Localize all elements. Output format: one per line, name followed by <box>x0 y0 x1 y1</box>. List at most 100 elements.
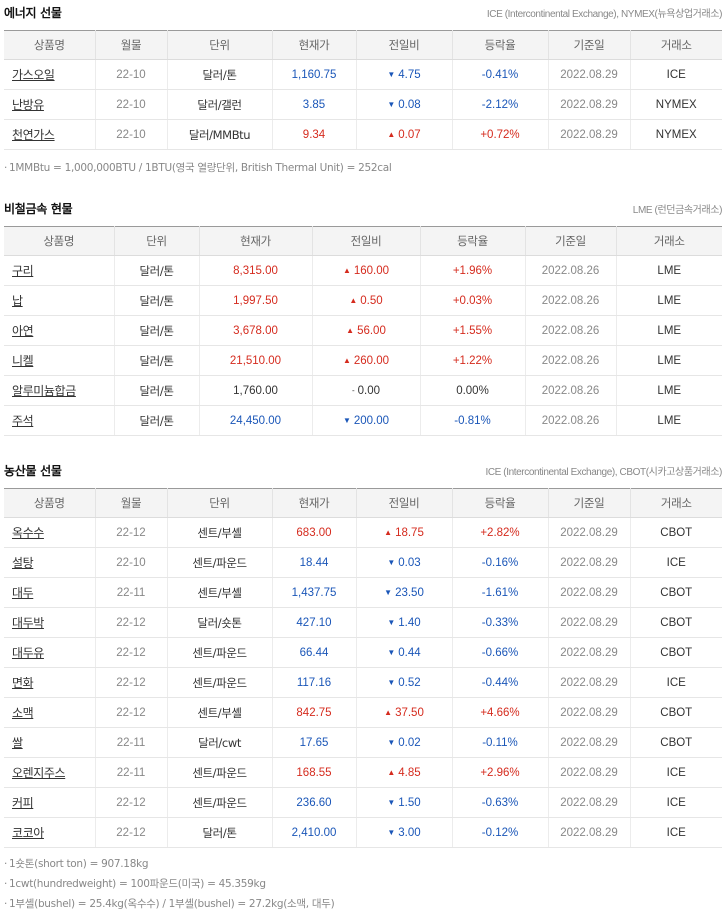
exchange-cell: CBOT <box>629 517 722 548</box>
price-cell: 24,450.00 <box>198 405 312 436</box>
price-cell: 9.34 <box>271 119 356 150</box>
energy-table: 상품명 월물 단위 현재가 전일비 등락율 기준일 거래소 가스오일 22-10 달러/톤 1,16… <box>4 30 722 150</box>
table-row: 대두 22-11 센트/부셸 1,437.75 ▼ 23.50 -1.61% 2022.08.… <box>4 577 722 608</box>
commodity-link[interactable]: 아연 <box>12 324 34 338</box>
month-cell: 22-12 <box>94 787 167 818</box>
rate-cell: +1.96% <box>419 255 525 286</box>
column-header: 현재가 <box>198 226 312 256</box>
month-cell: 22-12 <box>94 697 167 728</box>
energy-title: 에너지 선물 <box>4 6 62 20</box>
table-row: 커피 22-12 센트/파운드 236.60 ▼ 1.50 -0.63% 2022.08.29… <box>4 787 722 818</box>
commodity-link[interactable]: 대두박 <box>12 616 44 630</box>
table-row: 오렌지주스 22-11 센트/파운드 168.55 ▲ 4.85 +2.96% 2022.08… <box>4 757 722 788</box>
price-cell: 1,997.50 <box>198 285 312 316</box>
commodity-cell: 옥수수 <box>4 517 95 548</box>
change-value: 3.00 <box>398 826 421 839</box>
commodity-link[interactable]: 커피 <box>12 796 34 810</box>
commodity-link[interactable]: 코코아 <box>12 826 44 840</box>
unit-cell: 달러/톤 <box>166 59 272 90</box>
triangle-down-icon: ▼ <box>387 677 396 687</box>
change-value: 4.85 <box>398 766 421 779</box>
date-cell: 2022.08.29 <box>547 787 630 818</box>
table-row: 쌀 22-11 달러/cwt 17.65 ▼ 0.02 -0.11% 2022.08.29 CB… <box>4 727 722 758</box>
unit-cell: 달러/톤 <box>113 255 199 286</box>
triangle-up-icon: ▲ <box>384 707 393 717</box>
commodity-link[interactable]: 구리 <box>12 264 34 278</box>
exchange-cell: LME <box>615 345 722 376</box>
unit-cell: 센트/부셸 <box>166 697 272 728</box>
commodity-link[interactable]: 오렌지주스 <box>12 766 66 780</box>
price-cell: 66.44 <box>271 637 356 668</box>
date-cell: 2022.08.29 <box>547 119 630 150</box>
date-cell: 2022.08.26 <box>524 315 616 346</box>
unit-cell: 센트/파운드 <box>166 757 272 788</box>
table-row: 니켈 달러/톤 21,510.00 ▲ 260.00 +1.22% 2022.08.26 LM… <box>4 345 722 376</box>
commodity-link[interactable]: 니켈 <box>12 354 34 368</box>
commodity-link[interactable]: 설탕 <box>12 556 34 570</box>
energy-source: ICE (Intercontinental Exchange), NYMEX(뉴… <box>486 9 723 20</box>
commodity-link[interactable]: 소맥 <box>12 706 34 720</box>
energy-section: 에너지 선물 ICE (Intercontinental Exchange), … <box>4 4 722 178</box>
unit-cell: 센트/부셸 <box>166 517 272 548</box>
metals-header-row: 상품명 단위 현재가 전일비 등락율 기준일 거래소 <box>4 226 722 256</box>
triangle-up-icon: ▲ <box>342 265 351 275</box>
price-cell: 1,160.75 <box>271 59 356 90</box>
column-header: 등락율 <box>419 226 525 256</box>
commodity-cell: 커피 <box>4 787 95 818</box>
date-cell: 2022.08.26 <box>524 255 616 286</box>
column-header: 상품명 <box>4 30 95 60</box>
unit-cell: 센트/파운드 <box>166 547 272 578</box>
table-row: 대두박 22-12 달러/숏톤 427.10 ▼ 1.40 -0.33% 2022.08.29… <box>4 607 722 638</box>
date-cell: 2022.08.29 <box>547 697 630 728</box>
date-cell: 2022.08.29 <box>547 637 630 668</box>
commodity-cell: 알루미늄합금 <box>4 375 114 406</box>
change-value: 260.00 <box>353 354 390 367</box>
commodity-link[interactable]: 대두유 <box>12 646 44 660</box>
price-cell: 117.16 <box>271 667 356 698</box>
commodity-cell: 소맥 <box>4 697 95 728</box>
price-cell: 168.55 <box>271 757 356 788</box>
change-cell: ▼ 0.02 <box>355 727 452 758</box>
change-value: 0.00 <box>357 384 381 397</box>
date-cell: 2022.08.29 <box>547 667 630 698</box>
month-cell: 22-10 <box>94 547 167 578</box>
agri-header-row: 상품명 월물 단위 현재가 전일비 등락율 기준일 거래소 <box>4 488 722 518</box>
price-cell: 17.65 <box>271 727 356 758</box>
triangle-down-icon: ▼ <box>387 69 396 79</box>
month-cell: 22-12 <box>94 637 167 668</box>
date-cell: 2022.08.26 <box>524 285 616 316</box>
date-cell: 2022.08.29 <box>547 727 630 758</box>
exchange-cell: ICE <box>629 817 722 848</box>
commodity-link[interactable]: 옥수수 <box>12 526 44 540</box>
month-cell: 22-12 <box>94 667 167 698</box>
change-value: 0.08 <box>398 98 421 111</box>
triangle-down-icon: ▼ <box>387 797 396 807</box>
commodity-link[interactable]: 면화 <box>12 676 34 690</box>
month-cell: 22-11 <box>94 727 167 758</box>
unit-cell: 달러/톤 <box>113 285 199 316</box>
date-cell: 2022.08.26 <box>524 345 616 376</box>
commodity-link[interactable]: 쌀 <box>12 736 23 750</box>
commodity-link[interactable]: 난방유 <box>12 98 44 112</box>
change-value: 37.50 <box>395 706 424 719</box>
unit-cell: 달러/톤 <box>113 315 199 346</box>
column-header: 등락율 <box>451 488 548 518</box>
commodity-cell: 오렌지주스 <box>4 757 95 788</box>
change-value: 18.75 <box>395 526 424 539</box>
table-row: 아연 달러/톤 3,678.00 ▲ 56.00 +1.55% 2022.08.26 LME <box>4 315 722 346</box>
commodity-link[interactable]: 납 <box>12 294 23 308</box>
commodity-link[interactable]: 주석 <box>12 414 34 428</box>
triangle-up-icon: ▲ <box>387 767 396 777</box>
month-cell: 22-10 <box>94 89 167 120</box>
date-cell: 2022.08.29 <box>547 817 630 848</box>
commodity-cell: 니켈 <box>4 345 114 376</box>
commodity-link[interactable]: 가스오일 <box>12 68 55 82</box>
commodity-link[interactable]: 알루미늄합금 <box>12 384 76 398</box>
change-value: 0.52 <box>398 676 421 689</box>
exchange-cell: ICE <box>629 787 722 818</box>
commodity-link[interactable]: 대두 <box>12 586 34 600</box>
commodity-link[interactable]: 천연가스 <box>12 128 55 142</box>
change-cell: ▼ 1.50 <box>355 787 452 818</box>
change-cell: ▼ 4.75 <box>355 59 452 90</box>
metals-section: 비철금속 현물 LME (런던금속거래소) 상품명 단위 현재가 전일비 등락율 기준일 거… <box>4 200 722 436</box>
